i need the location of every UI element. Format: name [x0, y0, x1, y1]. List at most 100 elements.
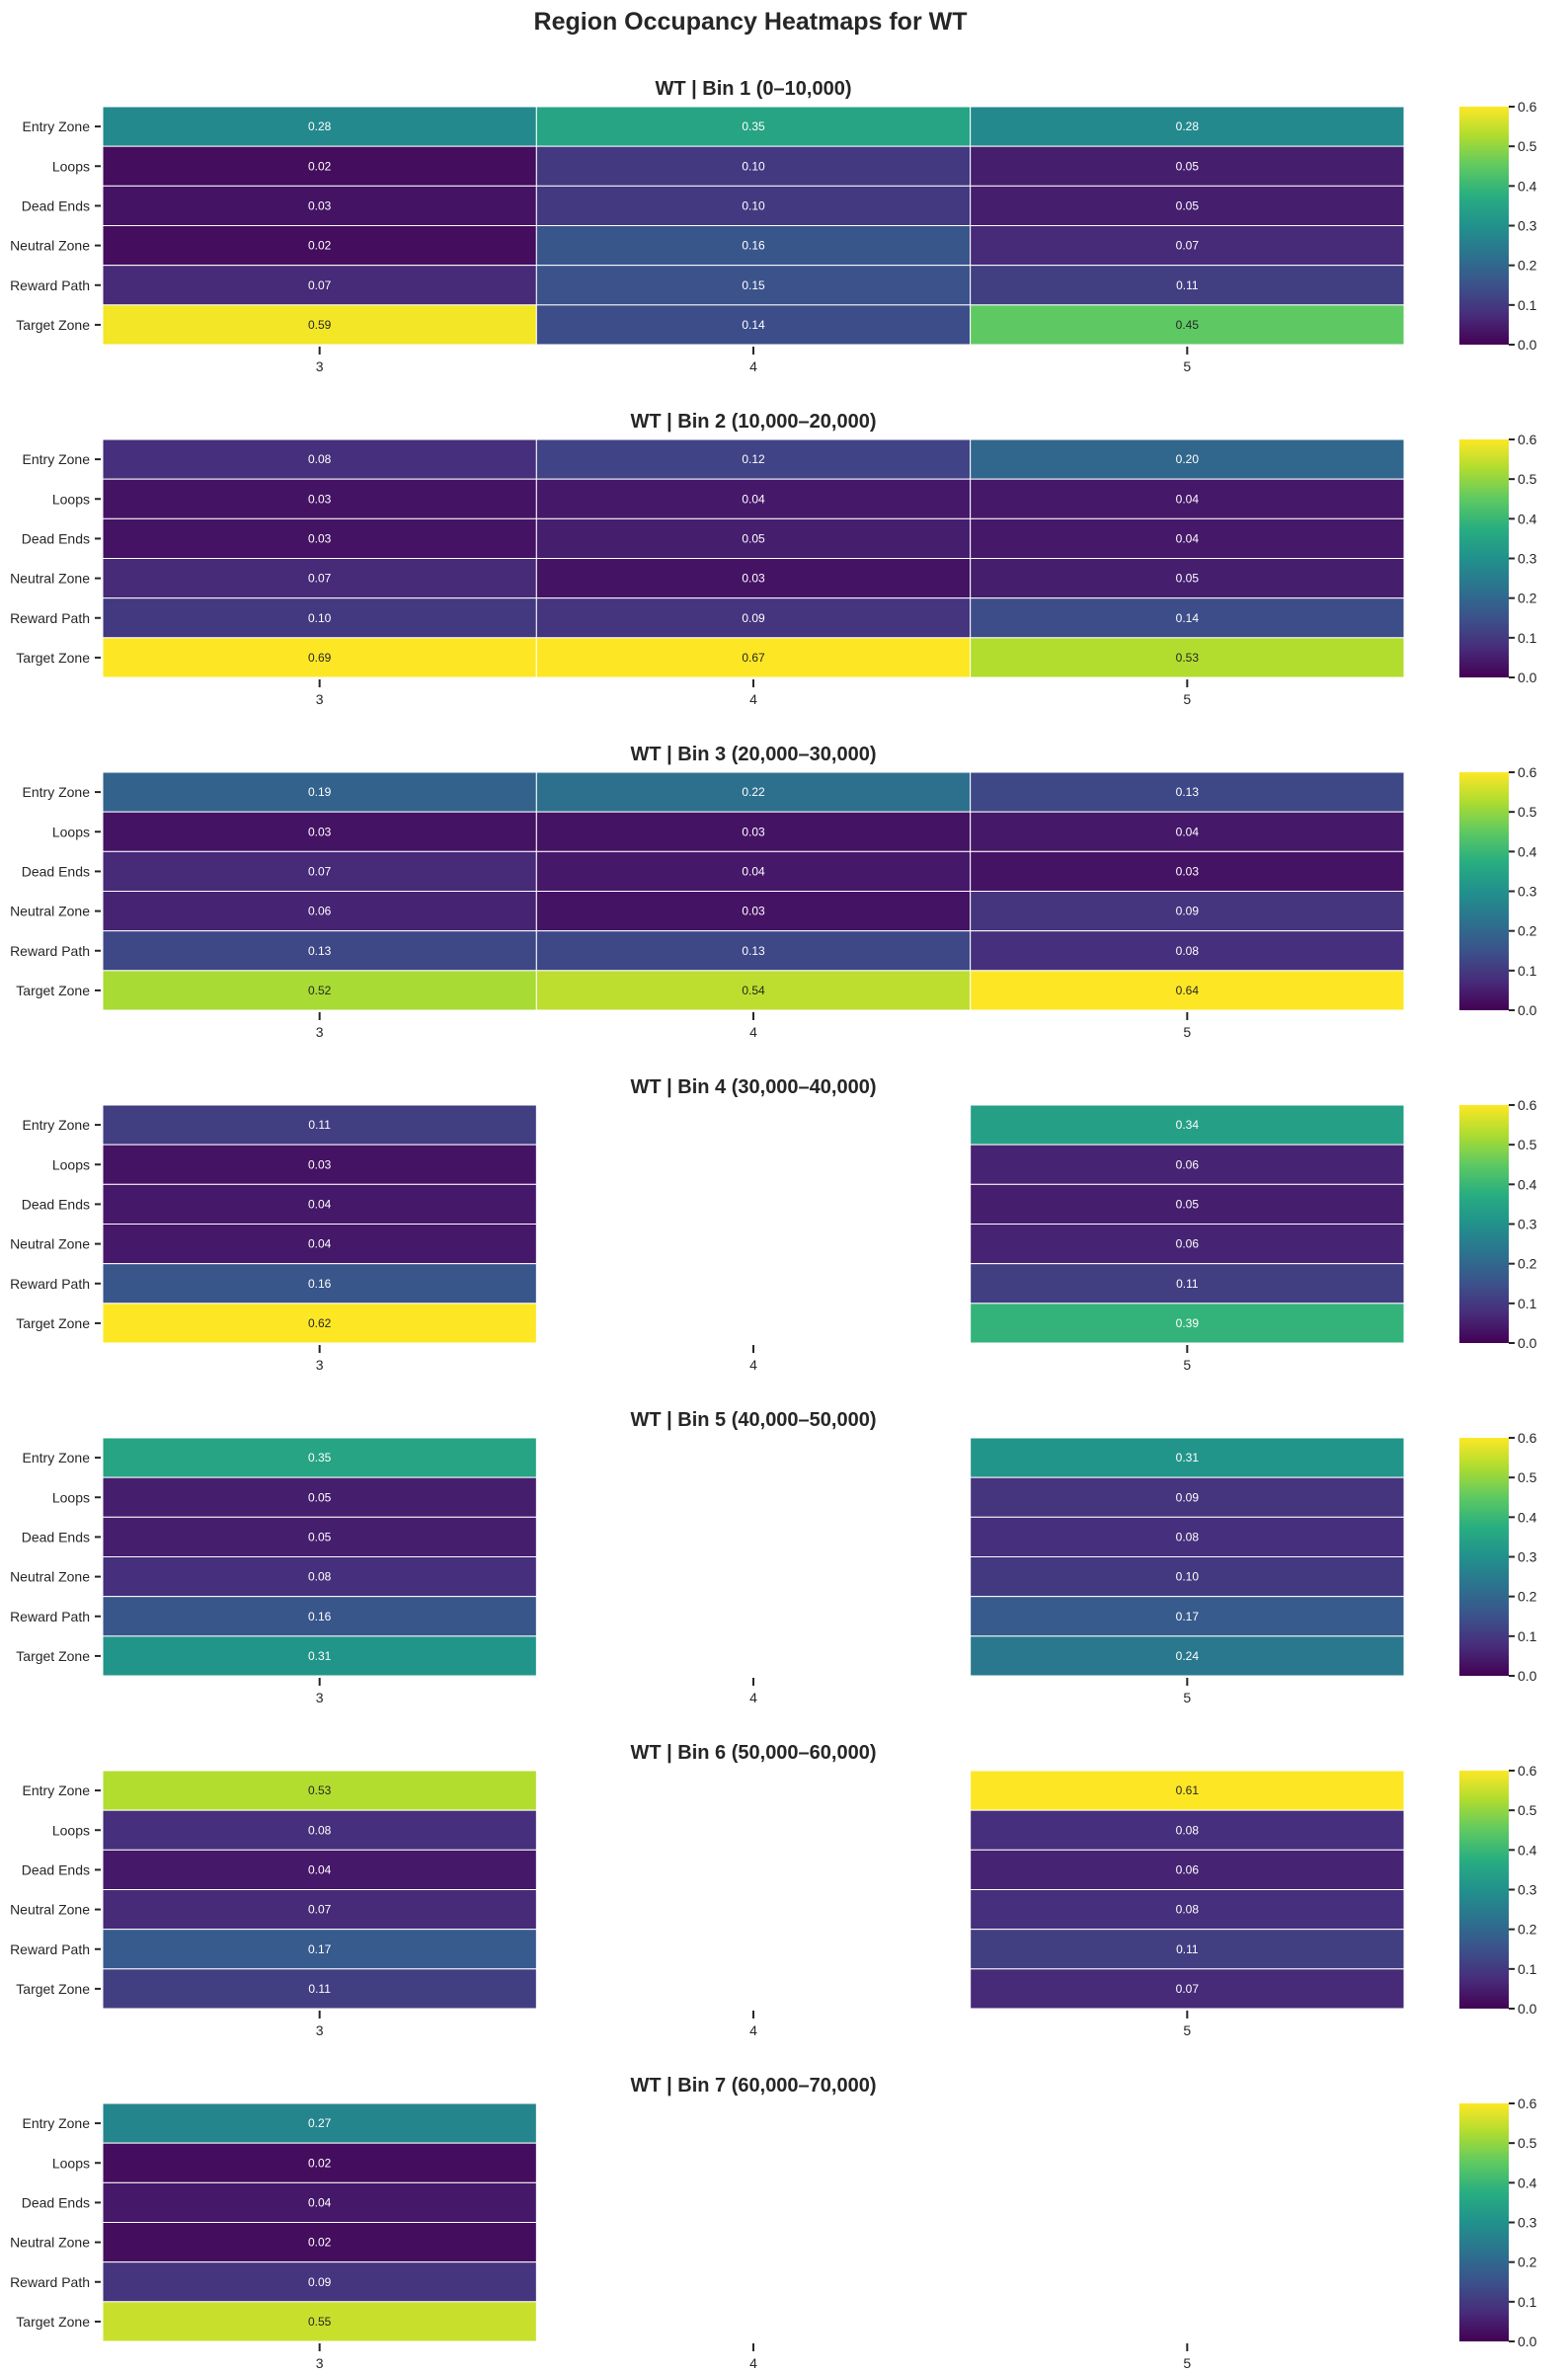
cell-value-label: 0.12	[742, 452, 765, 466]
cell-value-label: 0.39	[1176, 1316, 1200, 1330]
heatmap-cell	[970, 1144, 1405, 1185]
heatmap-cell	[535, 811, 972, 852]
cell-value-label: 0.19	[308, 785, 332, 799]
colorbar-tick-label: 0.6	[1518, 1763, 1537, 1779]
y-tick-label: Loops	[52, 824, 90, 839]
heatmap-cell	[970, 970, 1405, 1011]
colorbar-tick-label: 0.2	[1518, 258, 1537, 274]
x-tick-label: 3	[316, 1024, 324, 1040]
heatmap-cell	[970, 1849, 1405, 1891]
colorbar-tick-label: 0.5	[1518, 1469, 1537, 1485]
cell-value-label: 0.53	[1176, 651, 1200, 665]
cell-value-label: 0.02	[308, 2156, 332, 2170]
cell-value-label: 0.24	[1176, 1649, 1200, 1663]
colorbar-tick-label: 0.2	[1518, 1256, 1537, 1272]
cell-value-label: 0.10	[308, 611, 332, 625]
heatmap-cell	[102, 1104, 537, 1146]
heatmap-cell	[970, 1104, 1405, 1146]
y-tick-label: Target Zone	[16, 983, 90, 998]
colorbar-tick-label: 0.6	[1518, 2096, 1537, 2111]
y-tick-label: Entry Zone	[23, 119, 91, 134]
heatmap-cell	[970, 1889, 1405, 1931]
heatmap-cell	[970, 637, 1405, 678]
x-tick-label: 5	[1183, 1690, 1191, 1705]
heatmap-cell	[102, 438, 537, 480]
heatmap-cell	[970, 304, 1405, 346]
heatmap-cell	[102, 850, 537, 892]
cell-value-label: 0.08	[1176, 1823, 1200, 1837]
heatmap-cell	[970, 597, 1405, 639]
cell-value-label: 0.16	[742, 239, 765, 253]
colorbar-tick-label: 0.5	[1518, 471, 1537, 487]
x-tick-label: 3	[316, 2022, 324, 2038]
cell-value-label: 0.03	[742, 572, 765, 586]
colorbar-tick-label: 0.3	[1518, 1217, 1537, 1232]
x-tick-label: 5	[1183, 691, 1191, 707]
x-tick-label: 3	[316, 2355, 324, 2369]
colorbar-tick-label: 0.0	[1518, 670, 1537, 685]
cell-value-label: 0.27	[308, 2116, 332, 2130]
cell-value-label: 0.69	[308, 651, 332, 665]
heatmap-panel-4: WT | Bin 4 (30,000–40,000)0.11 0.340.03 0.…	[10, 1076, 1537, 1373]
heatmap-cell	[102, 106, 537, 147]
colorbar-tick-label: 0.5	[1518, 1802, 1537, 1818]
y-tick-label: Target Zone	[16, 1648, 90, 1664]
colorbar	[1459, 107, 1509, 345]
y-tick-label: Entry Zone	[23, 1450, 91, 1465]
heatmap-cell	[535, 637, 972, 678]
cell-value-label: 0.05	[308, 1490, 332, 1504]
heatmap-cell	[970, 850, 1405, 892]
heatmap-cell	[535, 185, 972, 226]
cell-value-label: 0.45	[1176, 318, 1200, 332]
x-tick-label: 5	[1183, 1357, 1191, 1373]
heatmap-cell	[970, 478, 1405, 519]
heatmap-cell	[535, 517, 972, 559]
panel-title: WT | Bin 3 (20,000–30,000)	[630, 744, 876, 765]
cell-value-label: 0.28	[308, 119, 332, 133]
heatmap-cell	[970, 1476, 1405, 1518]
heatmap-cell	[970, 438, 1405, 480]
figure-title: Region Occupancy Heatmaps for WT	[534, 8, 968, 36]
heatmap-cell	[970, 1809, 1405, 1851]
panel-title: WT | Bin 1 (0–10,000)	[656, 78, 852, 100]
heatmap-panel-7: WT | Bin 7 (60,000–70,000)0.270.020.040.…	[10, 2075, 1537, 2371]
y-tick-label: Neutral Zone	[10, 1569, 90, 1585]
x-tick-label: 3	[316, 358, 324, 374]
panel-title: WT | Bin 5 (40,000–50,000)	[630, 1409, 876, 1431]
colorbar-tick-label: 0.4	[1518, 1176, 1537, 1192]
cell-value-label: 0.03	[308, 825, 332, 838]
cell-value-label: 0.14	[1176, 611, 1200, 625]
heatmap-cell	[102, 558, 537, 599]
cell-value-label: 0.06	[1176, 1157, 1200, 1171]
heatmap-cell	[970, 1224, 1405, 1265]
colorbar-tick-label: 0.3	[1518, 551, 1537, 567]
colorbar	[1459, 1771, 1509, 2009]
heatmap-cell	[102, 2222, 537, 2263]
heatmap-cell	[535, 597, 972, 639]
colorbar-tick-label: 0.4	[1518, 2175, 1537, 2190]
cell-value-label: 0.09	[1176, 1490, 1200, 1504]
y-tick-label: Entry Zone	[23, 1117, 91, 1133]
y-tick-label: Entry Zone	[23, 784, 91, 800]
colorbar-tick-label: 0.3	[1518, 1549, 1537, 1565]
cell-value-label: 0.13	[742, 944, 765, 958]
cell-value-label: 0.07	[308, 278, 332, 292]
heatmap-cell	[970, 517, 1405, 559]
heatmap-cell	[102, 637, 537, 678]
cell-value-label: 0.02	[308, 159, 332, 173]
heatmap-cell	[970, 1770, 1405, 1811]
colorbar	[1459, 439, 1509, 677]
heatmap-cell	[102, 304, 537, 346]
cell-value-label: 0.11	[1176, 1942, 1199, 1956]
y-tick-label: Neutral Zone	[10, 904, 90, 919]
colorbar-tick-label: 0.5	[1518, 1137, 1537, 1152]
cell-value-label: 0.09	[1176, 905, 1200, 918]
cell-value-label: 0.04	[308, 2195, 332, 2209]
panel-title: WT | Bin 2 (10,000–20,000)	[630, 411, 876, 433]
heatmap-cell	[970, 1556, 1405, 1598]
cell-value-label: 0.07	[308, 1903, 332, 1917]
heatmap-cell	[970, 1596, 1405, 1637]
y-tick-label: Dead Ends	[22, 2194, 90, 2210]
cell-value-label: 0.55	[308, 2315, 332, 2329]
cell-value-label: 0.10	[742, 159, 765, 173]
